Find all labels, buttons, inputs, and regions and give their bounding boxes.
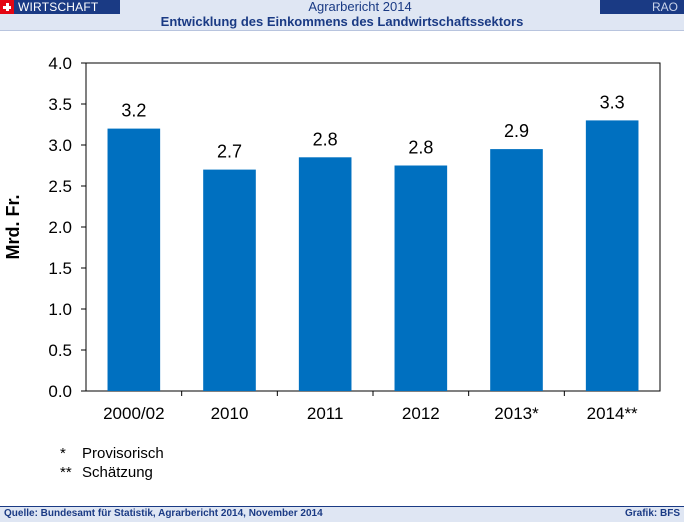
- y-tick-label: 1.0: [48, 300, 72, 319]
- bar: [298, 157, 352, 391]
- footnote-estimate: ** Schätzung: [60, 464, 153, 481]
- report-title: Agrarbericht 2014: [120, 0, 600, 14]
- y-tick-label: 0.5: [48, 341, 72, 360]
- swiss-flag-icon: [0, 0, 14, 14]
- data-label: 2.7: [217, 142, 242, 162]
- x-tick-label: 2012: [402, 404, 440, 423]
- footer-bar: Quelle: Bundesamt für Statistik, Agrarbe…: [0, 506, 684, 522]
- y-tick-label: 4.0: [48, 54, 72, 73]
- y-tick-label: 0.0: [48, 382, 72, 401]
- report-code: RAO: [651, 0, 678, 14]
- plot-area: [85, 62, 661, 392]
- data-label: 2.8: [408, 138, 433, 158]
- bar: [490, 149, 543, 391]
- y-tick-label: 3.5: [48, 95, 72, 114]
- graphic-credit: Grafik: BFS: [624, 508, 680, 519]
- y-tick-label: 2.0: [48, 218, 72, 237]
- x-tick-label: 2014**: [587, 404, 638, 423]
- x-tick-label: 2011: [307, 404, 344, 423]
- section-label: WIRTSCHAFT: [18, 0, 99, 14]
- y-axis-title: Mrd. Fr.: [3, 194, 23, 259]
- data-label: 3.3: [600, 92, 625, 112]
- bar: [107, 128, 161, 391]
- chart-title: Entwicklung des Einkommens des Landwirts…: [0, 14, 684, 31]
- data-label: 3.2: [121, 101, 146, 121]
- bar: [585, 120, 639, 392]
- header-bar: WIRTSCHAFT Agrarbericht 2014 RAO: [0, 0, 684, 14]
- x-tick-label: 2010: [211, 404, 249, 423]
- y-tick-label: 2.5: [48, 177, 72, 196]
- data-label: 2.9: [504, 121, 529, 141]
- bar: [394, 165, 448, 391]
- x-tick-label: 2000/02: [103, 404, 164, 423]
- bar: [203, 169, 256, 391]
- x-tick-label: 2013*: [494, 404, 539, 423]
- data-label: 2.8: [313, 129, 338, 149]
- y-tick-label: 1.5: [48, 259, 72, 278]
- bar-chart: 0.0 0.5 1.0 1.5 2.0 2.5 3.0 3.5 4.0 Mrd. Fr. 3.2 20…: [3, 54, 661, 423]
- source-note: Quelle: Bundesamt für Statistik, Agrarbe…: [4, 508, 323, 519]
- y-tick-label: 3.0: [48, 136, 72, 155]
- footnote-provisional: * Provisorisch: [60, 445, 164, 462]
- footnotes: * Provisorisch ** Schätzung: [60, 444, 164, 482]
